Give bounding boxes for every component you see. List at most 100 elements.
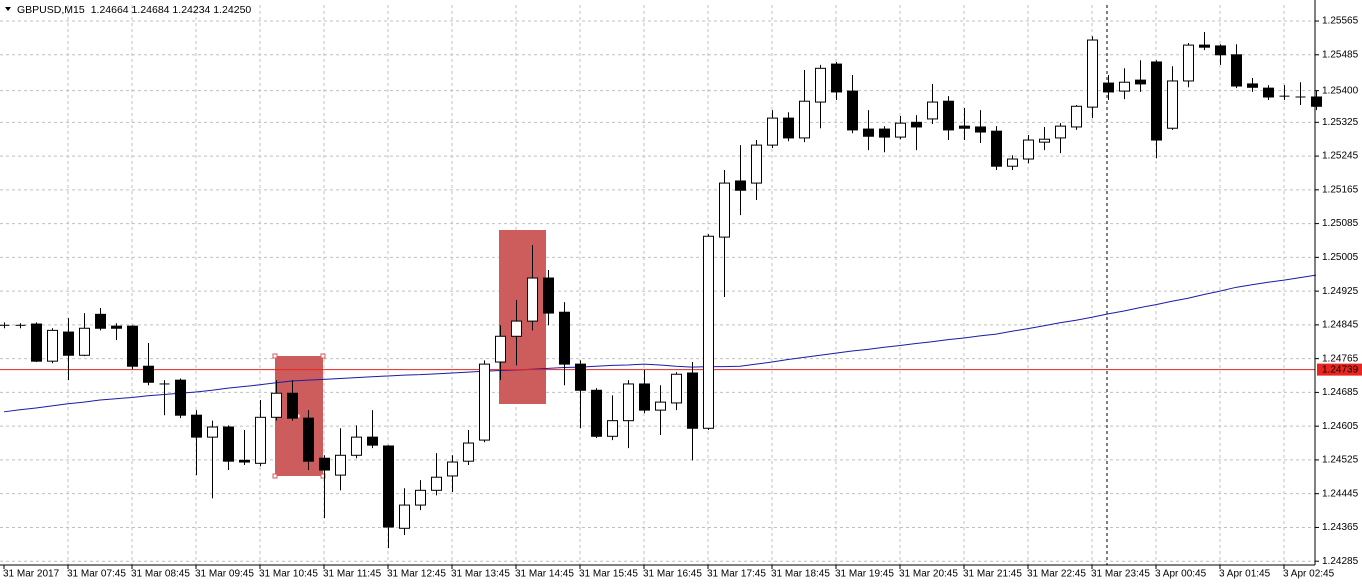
candle-body bbox=[1103, 82, 1114, 93]
price-label: 1.24739 bbox=[1322, 364, 1359, 375]
candle-body bbox=[319, 457, 330, 471]
candle-body bbox=[223, 426, 234, 462]
candle-body bbox=[431, 476, 442, 491]
candle-body bbox=[399, 504, 410, 529]
candle-body bbox=[943, 100, 954, 131]
candle-body bbox=[127, 325, 138, 367]
x-tick-label: 31 Mar 07:45 bbox=[67, 569, 126, 580]
candle-body bbox=[1231, 54, 1242, 87]
candle-body bbox=[719, 182, 730, 238]
y-tick-label: 1.25485 bbox=[1322, 49, 1359, 60]
x-tick-label: 31 Mar 20:45 bbox=[899, 569, 958, 580]
candle-body bbox=[623, 383, 634, 422]
candle-body bbox=[31, 323, 42, 362]
candle-body bbox=[863, 128, 874, 137]
candle-body bbox=[591, 389, 602, 437]
x-tick-label: 31 Mar 17:45 bbox=[707, 569, 766, 580]
y-tick-label: 1.24925 bbox=[1322, 286, 1359, 297]
candle-body bbox=[1071, 105, 1082, 128]
candle-body bbox=[847, 90, 858, 131]
x-tick-label: 31 Mar 14:45 bbox=[515, 569, 574, 580]
x-tick-label: 31 Mar 15:45 bbox=[579, 569, 638, 580]
y-tick-label: 1.24845 bbox=[1322, 320, 1359, 331]
y-tick-label: 1.24765 bbox=[1322, 353, 1359, 364]
x-tick-label: 3 Apr 00:45 bbox=[1155, 569, 1207, 580]
y-tick-label: 1.24285 bbox=[1322, 556, 1359, 567]
candle-body bbox=[1263, 87, 1274, 98]
candle-body bbox=[991, 130, 1002, 167]
candle-body bbox=[1311, 96, 1322, 107]
x-tick-label: 31 Mar 22:45 bbox=[1027, 569, 1086, 580]
candle-body bbox=[1183, 44, 1194, 82]
moving-average-line bbox=[3, 274, 1317, 413]
candle-body bbox=[495, 335, 506, 363]
candle-body bbox=[79, 327, 90, 356]
candle-body bbox=[287, 392, 298, 419]
y-tick-label: 1.25085 bbox=[1322, 218, 1359, 229]
candle-body bbox=[639, 383, 650, 411]
x-tick-label: 31 Mar 11:45 bbox=[323, 569, 382, 580]
candle-body bbox=[47, 329, 58, 362]
candle-body bbox=[1167, 80, 1178, 129]
y-tick-label: 1.24365 bbox=[1322, 522, 1359, 533]
candle-body bbox=[527, 277, 538, 322]
candle-body bbox=[543, 277, 554, 314]
candle-body bbox=[671, 373, 682, 404]
candle-body bbox=[607, 420, 618, 437]
y-tick-label: 1.25165 bbox=[1322, 184, 1359, 195]
highlight-box bbox=[499, 230, 546, 404]
candle-body bbox=[207, 426, 218, 438]
candle-body bbox=[1087, 39, 1098, 108]
candle-body bbox=[511, 320, 522, 337]
x-tick-label: 3 Apr 02:45 bbox=[1283, 569, 1335, 580]
menu-icon[interactable] bbox=[5, 7, 11, 11]
candle-body bbox=[783, 117, 794, 139]
candle-body bbox=[911, 121, 922, 128]
chart-subtitle: 1.24664 1.24684 1.24234 1.24250 bbox=[91, 4, 252, 16]
x-tick-label: 31 Mar 19:45 bbox=[835, 569, 894, 580]
candle-body bbox=[1119, 81, 1130, 92]
candle-body bbox=[143, 365, 154, 383]
candle-body bbox=[271, 392, 282, 418]
candle-body bbox=[1135, 79, 1146, 85]
candle-body bbox=[415, 489, 426, 506]
candle-body bbox=[975, 126, 986, 133]
candle-body bbox=[447, 461, 458, 477]
candle-body bbox=[1055, 125, 1066, 139]
candle-body bbox=[815, 67, 826, 103]
candle-body bbox=[799, 100, 810, 139]
y-tick-label: 1.25245 bbox=[1322, 151, 1359, 162]
candle-body bbox=[111, 325, 122, 329]
candle-body bbox=[895, 122, 906, 138]
candle-body bbox=[463, 442, 474, 462]
candle-body bbox=[1007, 158, 1018, 167]
x-tick-label: 31 Mar 18:45 bbox=[771, 569, 830, 580]
candle-body bbox=[927, 101, 938, 120]
candle-body bbox=[95, 313, 106, 329]
x-tick-label: 31 Mar 09:45 bbox=[195, 569, 254, 580]
y-tick-label: 1.25400 bbox=[1322, 85, 1359, 96]
x-tick-label: 31 Mar 13:45 bbox=[451, 569, 510, 580]
candle-body bbox=[703, 235, 714, 429]
y-tick-label: 1.25005 bbox=[1322, 252, 1359, 263]
candle-body bbox=[303, 417, 314, 462]
candle-body bbox=[879, 128, 890, 138]
candle-body bbox=[1151, 61, 1162, 141]
candle-body bbox=[239, 459, 250, 463]
y-tick-label: 1.24605 bbox=[1322, 421, 1359, 432]
y-tick-label: 1.24525 bbox=[1322, 455, 1359, 466]
candle-body bbox=[655, 401, 666, 411]
x-tick-label: 31 Mar 12:45 bbox=[387, 569, 446, 580]
candle-body bbox=[479, 363, 490, 441]
price-label-box bbox=[1317, 363, 1362, 376]
candle-body bbox=[751, 144, 762, 184]
candle-body bbox=[335, 454, 346, 476]
x-tick-label: 31 Mar 2017 bbox=[3, 569, 60, 580]
candle-body bbox=[1247, 83, 1258, 88]
candle-body bbox=[575, 363, 586, 391]
candle-body bbox=[1199, 44, 1210, 48]
candle-body bbox=[1215, 45, 1226, 56]
chart-title: GBPUSD,M15 bbox=[17, 4, 85, 16]
candle-body bbox=[1023, 139, 1034, 160]
